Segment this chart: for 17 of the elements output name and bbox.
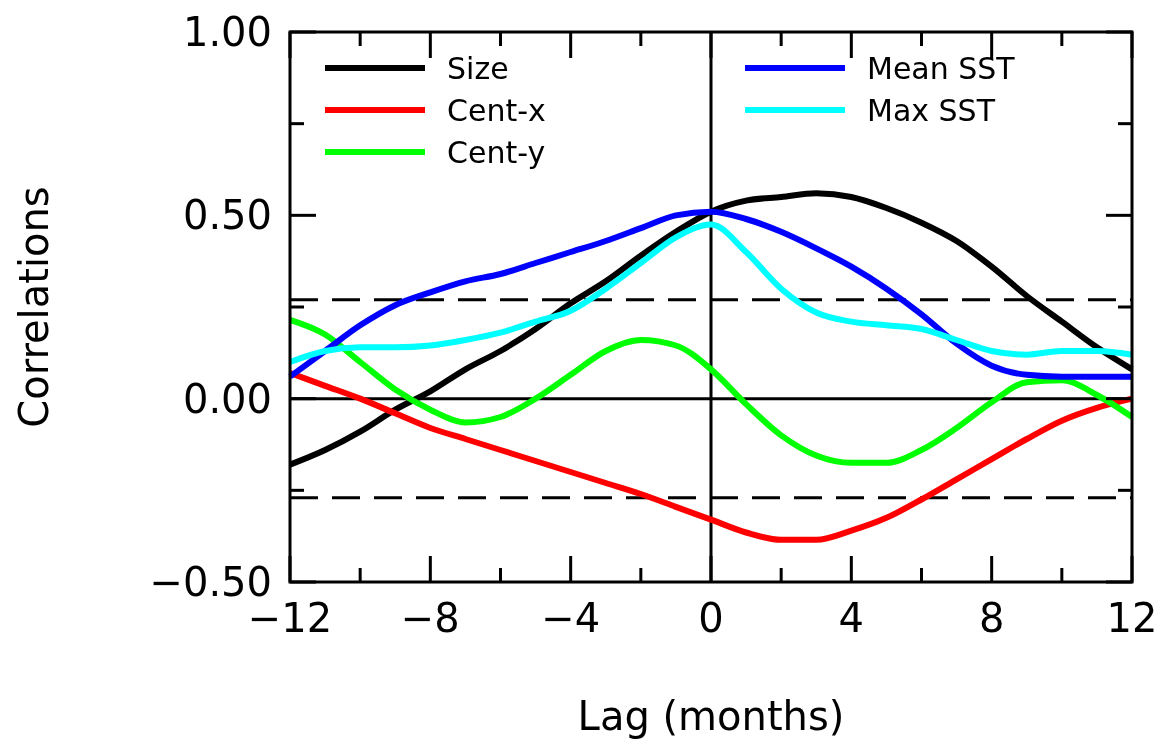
- x-axis-title: Lag (months): [577, 693, 845, 739]
- legend-label: Cent-y: [447, 135, 546, 170]
- legend-label: Max SST: [867, 93, 996, 128]
- y-axis-title: Correlations: [11, 186, 57, 428]
- y-tick-label: 1.00: [182, 9, 272, 55]
- legend-label: Size: [447, 51, 509, 86]
- x-tick-label: 12: [1106, 595, 1158, 641]
- x-tick-label: 8: [978, 595, 1005, 641]
- legend-label: Cent-x: [447, 93, 546, 128]
- y-tick-label: −0.50: [149, 559, 272, 605]
- x-tick-label: 0: [698, 595, 724, 641]
- x-tick-label: −4: [541, 595, 601, 641]
- x-tick-label: 4: [838, 595, 865, 641]
- legend-label: Mean SST: [867, 51, 1016, 86]
- y-tick-label: 0.00: [182, 375, 272, 422]
- y-tick-label: 0.50: [182, 192, 272, 239]
- x-tick-label: −8: [400, 595, 460, 641]
